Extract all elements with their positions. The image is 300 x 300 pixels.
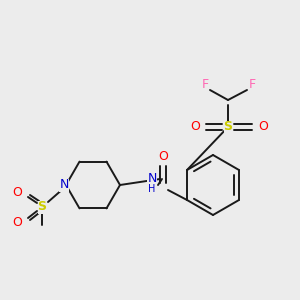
Text: O: O [12, 187, 22, 200]
Text: F: F [201, 79, 208, 92]
Text: N: N [59, 178, 69, 191]
Text: O: O [12, 215, 22, 229]
Text: S: S [224, 121, 232, 134]
Text: O: O [258, 121, 268, 134]
Text: O: O [190, 121, 200, 134]
Text: S: S [38, 200, 46, 214]
Text: O: O [158, 151, 168, 164]
Text: F: F [248, 79, 256, 92]
Text: H: H [148, 184, 156, 194]
Text: N: N [147, 172, 157, 185]
